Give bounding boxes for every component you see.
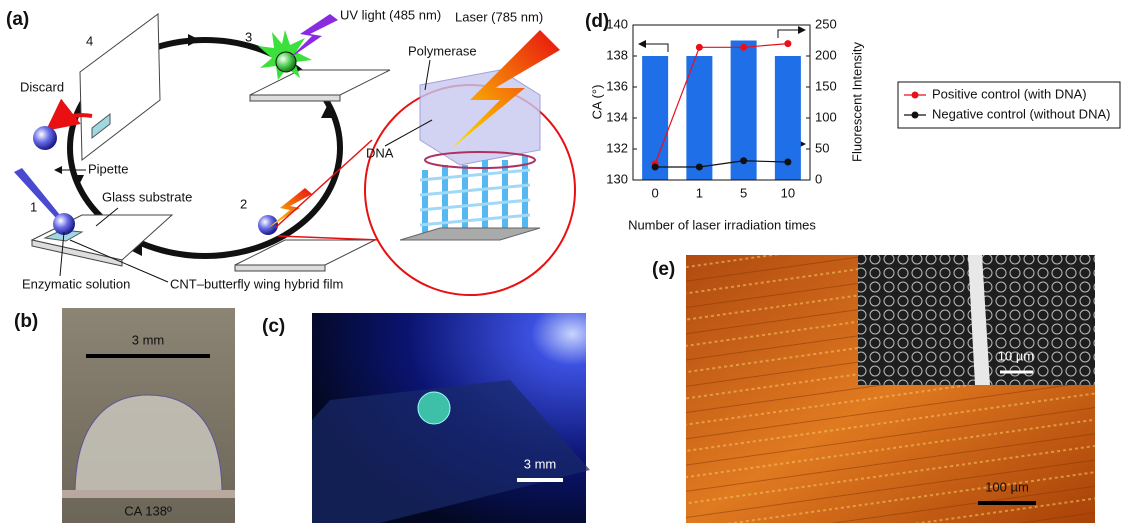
y2-tick-label: 50 (815, 140, 829, 155)
marker (740, 157, 747, 164)
legend-label: Positive control (with DNA) (932, 86, 1087, 101)
y2-tick-label: 0 (815, 171, 822, 186)
y-axis-label: CA (°) (589, 85, 604, 120)
x-axis-label: Number of laser irradiation times (628, 217, 816, 232)
y-tick-label: 136 (606, 78, 628, 93)
panel-label: (a) (6, 9, 29, 30)
dna-label: DNA (366, 145, 394, 160)
droplet (53, 213, 75, 235)
marker (696, 163, 703, 170)
panel-c: (c) 3 mm (262, 313, 590, 523)
x-tick-label: 5 (740, 185, 747, 200)
uv-bolt (290, 14, 338, 58)
x-tick-label: 1 (696, 185, 703, 200)
film-label: CNT–butterfly wing hybrid film (170, 276, 343, 291)
legend-label: Negative control (without DNA) (932, 106, 1110, 121)
step-number: 3 (245, 29, 252, 44)
panel-label: (e) (652, 259, 675, 280)
polymerase-label: Polymerase (408, 43, 477, 58)
y2-tick-label: 150 (815, 78, 837, 93)
x-tick-label: 10 (781, 185, 795, 200)
figure: (a) 4 Discard 1 Pipette Glass substrate … (0, 0, 1123, 523)
droplet (418, 392, 450, 424)
solution-cube (420, 70, 540, 165)
panel-a: (a) 4 Discard 1 Pipette Glass substrate … (6, 7, 575, 295)
scale-label: 3 mm (132, 332, 165, 347)
scale-label: 100 µm (985, 479, 1029, 494)
droplet (33, 126, 57, 150)
panel-label: (c) (262, 316, 285, 337)
y-tick-label: 140 (606, 16, 628, 31)
y2-tick-label: 250 (815, 16, 837, 31)
legend-marker (912, 92, 919, 99)
droplet (258, 215, 278, 235)
zoom-line (275, 140, 372, 228)
step-number: 4 (86, 33, 93, 48)
y2-tick-label: 100 (815, 109, 837, 124)
marker (784, 40, 791, 47)
marker (784, 159, 791, 166)
surface (62, 490, 235, 498)
glass-label: Glass substrate (102, 189, 192, 204)
marker (740, 44, 747, 51)
y-tick-label: 132 (606, 140, 628, 155)
panel-d: (d) CA (°) Fluorescent Intensity Number … (585, 11, 1120, 232)
panel-b: (b) 3 mm CA 138º (14, 308, 235, 523)
bar (686, 56, 712, 180)
line (655, 161, 788, 167)
y2-axis-label: Fluorescent Intensity (849, 42, 864, 162)
x-tick-label: 0 (652, 185, 659, 200)
y-tick-label: 138 (606, 47, 628, 62)
axis-pointer (778, 30, 804, 38)
laser-label: Laser (785 nm) (455, 9, 543, 24)
plate-edge (250, 95, 340, 101)
ca-label: CA 138º (124, 503, 172, 518)
y2-tick-label: 200 (815, 47, 837, 62)
y-tick-label: 130 (606, 171, 628, 186)
step-number: 2 (240, 196, 247, 211)
scale-label: 10 µm (998, 348, 1034, 363)
pipette-label: Pipette (88, 161, 128, 176)
uv-label: UV light (485 nm) (340, 7, 441, 22)
line (655, 44, 788, 164)
panel-label: (b) (14, 311, 38, 332)
plate (235, 240, 375, 265)
legend-marker (912, 112, 919, 119)
marker (652, 163, 659, 170)
panel-e: (e) 10 µm 100 µm (652, 255, 1095, 523)
scale-label: 3 mm (524, 456, 557, 471)
marker (696, 44, 703, 51)
discard-label: Discard (20, 79, 64, 94)
enzymatic-label: Enzymatic solution (22, 276, 130, 291)
plate-edge (235, 265, 325, 271)
plate (250, 70, 390, 95)
zoom-line (278, 236, 380, 240)
step-number: 1 (30, 199, 37, 214)
axis-pointer (640, 44, 668, 52)
y-tick-label: 134 (606, 109, 628, 124)
